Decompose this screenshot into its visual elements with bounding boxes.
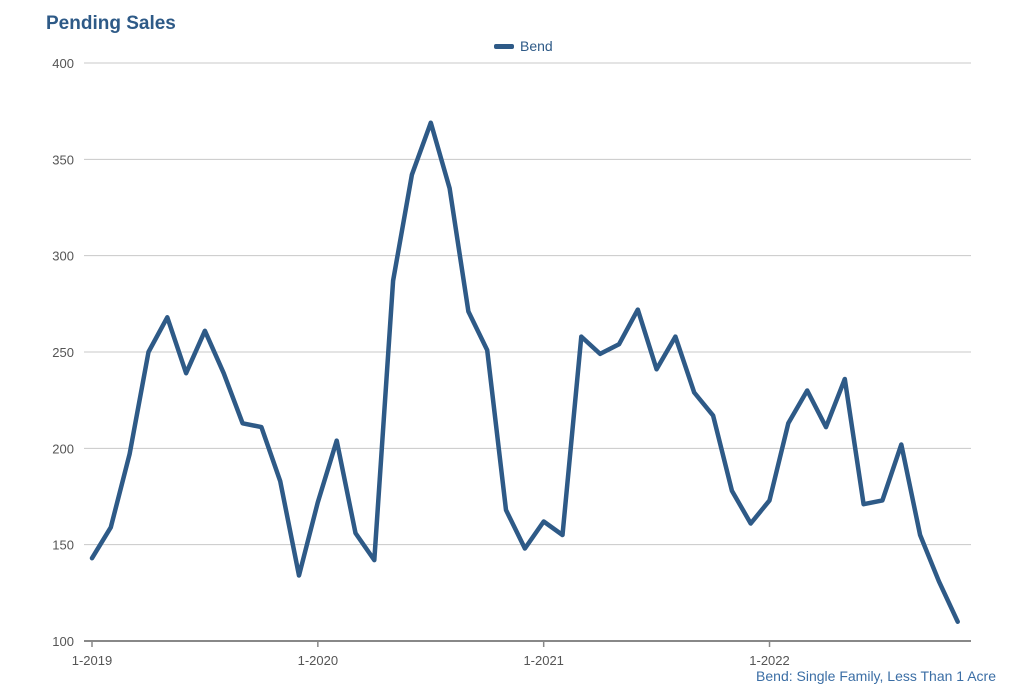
y-tick-label: 300 [52, 249, 74, 264]
data-point[interactable] [371, 557, 377, 563]
data-point[interactable] [842, 376, 848, 382]
y-axis-labels: 100 150 200 250 300 350 400 [52, 56, 74, 649]
data-point[interactable] [258, 424, 264, 430]
data-point[interactable] [164, 314, 170, 320]
data-point[interactable] [334, 438, 340, 444]
y-tick-label: 150 [52, 538, 74, 553]
y-tick-label: 100 [52, 634, 74, 649]
data-point[interactable] [522, 546, 528, 552]
series-line-bend[interactable] [89, 120, 960, 624]
data-point[interactable] [240, 420, 246, 426]
data-point[interactable] [484, 347, 490, 353]
data-point[interactable] [390, 278, 396, 284]
data-point[interactable] [861, 501, 867, 507]
y-tick-label: 350 [52, 152, 74, 167]
data-point[interactable] [108, 524, 114, 530]
x-axis-labels: 1-2019 1-2020 1-2021 1-2022 [72, 653, 790, 668]
data-point[interactable] [145, 349, 151, 355]
data-point[interactable] [729, 488, 735, 494]
data-point[interactable] [428, 120, 434, 126]
data-point[interactable] [560, 532, 566, 538]
series-bend [89, 120, 961, 625]
data-point[interactable] [823, 424, 829, 430]
data-point[interactable] [917, 532, 923, 538]
data-point[interactable] [654, 366, 660, 372]
data-point[interactable] [616, 341, 622, 347]
data-point[interactable] [89, 555, 95, 561]
data-point[interactable] [672, 334, 678, 340]
y-tick-label: 250 [52, 345, 74, 360]
data-point[interactable] [936, 578, 942, 584]
x-tick-label: 1-2020 [298, 653, 338, 668]
data-point[interactable] [804, 388, 810, 394]
y-tick-label: 400 [52, 56, 74, 71]
data-point[interactable] [898, 441, 904, 447]
data-point[interactable] [767, 497, 773, 503]
data-point[interactable] [277, 478, 283, 484]
data-point[interactable] [578, 334, 584, 340]
data-point[interactable] [409, 172, 415, 178]
data-point[interactable] [691, 389, 697, 395]
x-tick-label: 1-2021 [523, 653, 563, 668]
legend[interactable]: Bend [494, 38, 553, 54]
data-point[interactable] [202, 328, 208, 334]
data-point[interactable] [465, 309, 471, 315]
data-point[interactable] [183, 370, 189, 376]
data-point[interactable] [710, 413, 716, 419]
chart-footnote: Bend: Single Family, Less Than 1 Acre [756, 668, 996, 684]
gridlines [84, 62, 971, 546]
x-axis [84, 640, 971, 647]
data-point[interactable] [635, 307, 641, 313]
data-point[interactable] [785, 420, 791, 426]
data-point[interactable] [503, 507, 509, 513]
data-point[interactable] [541, 519, 547, 525]
data-point[interactable] [955, 619, 961, 625]
data-point[interactable] [315, 499, 321, 505]
data-point[interactable] [352, 530, 358, 536]
data-point[interactable] [221, 370, 227, 376]
data-point[interactable] [296, 572, 302, 578]
data-point[interactable] [879, 497, 885, 503]
chart-title: Pending Sales [46, 13, 176, 34]
data-point[interactable] [447, 185, 453, 191]
y-tick-label: 200 [52, 441, 74, 456]
x-tick-label: 1-2022 [749, 653, 789, 668]
x-tick-label: 1-2019 [72, 653, 112, 668]
data-point[interactable] [127, 451, 133, 457]
data-point[interactable] [748, 520, 754, 526]
legend-swatch-icon [494, 43, 514, 49]
data-point[interactable] [597, 351, 603, 357]
legend-label-bend: Bend [520, 38, 553, 54]
